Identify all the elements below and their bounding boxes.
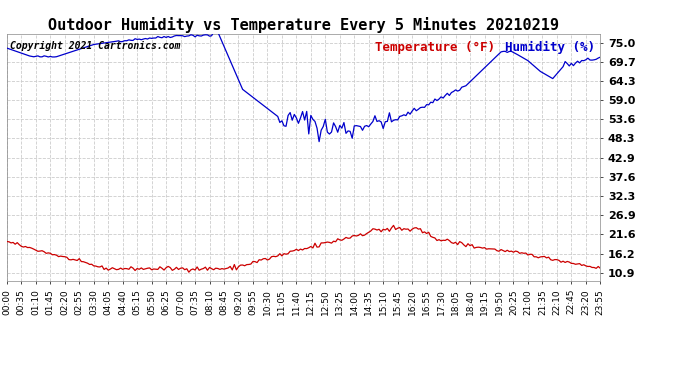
Text: Humidity (%): Humidity (%) bbox=[505, 41, 595, 54]
Title: Outdoor Humidity vs Temperature Every 5 Minutes 20210219: Outdoor Humidity vs Temperature Every 5 … bbox=[48, 16, 559, 33]
Text: Temperature (°F): Temperature (°F) bbox=[375, 41, 495, 54]
Text: Copyright 2021 Cartronics.com: Copyright 2021 Cartronics.com bbox=[10, 41, 180, 51]
